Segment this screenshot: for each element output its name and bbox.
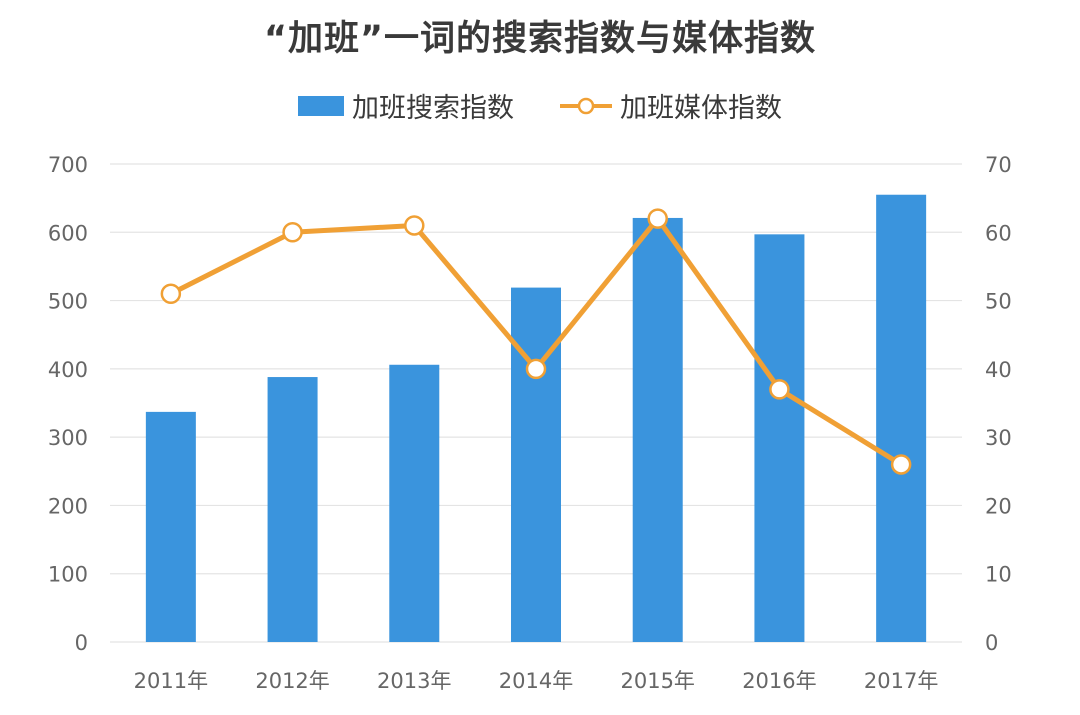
y-right-tick-label: 20 [985, 494, 1012, 518]
y-left-tick-label: 700 [48, 153, 88, 177]
line-point [769, 379, 790, 400]
chart-title: “加班”一词的搜索指数与媒体指数 [263, 19, 816, 59]
x-tick-label: 2011年 [134, 669, 208, 693]
y-right-tick-label: 10 [985, 563, 1012, 587]
y-left-tick-label: 600 [48, 221, 88, 245]
y-left-tick-label: 200 [48, 494, 88, 518]
line-point [647, 208, 668, 229]
bar [754, 234, 805, 642]
y-right-tick-label: 40 [985, 358, 1012, 382]
legend-label-media-index: 加班媒体指数 [620, 93, 782, 124]
y-right-tick-label: 70 [985, 153, 1012, 177]
legend: 加班搜索指数 加班媒体指数 [0, 86, 1080, 125]
x-tick-label: 2013年 [377, 669, 451, 693]
y-left-tick-label: 0 [75, 631, 88, 655]
y-right-tick-label: 50 [985, 290, 1012, 314]
bar [876, 194, 927, 642]
line-point [890, 454, 912, 475]
x-tick-label: 2015年 [620, 669, 694, 693]
y-right-tick-label: 0 [985, 631, 998, 655]
bar [632, 217, 683, 642]
legend-item-media-index: 加班媒体指数 [560, 86, 782, 125]
legend-bar-swatch [298, 95, 344, 116]
y-left-tick-label: 100 [48, 563, 88, 587]
bar [389, 364, 440, 642]
x-tick-label: 2017年 [864, 669, 938, 693]
y-left-tick-label: 300 [48, 426, 88, 450]
line-point [282, 222, 303, 243]
bar [511, 287, 561, 642]
x-tick-label: 2014年 [499, 669, 573, 693]
line-point [525, 358, 547, 380]
bar-series [145, 194, 927, 642]
line-point [160, 283, 182, 304]
bar [145, 411, 196, 642]
bar [267, 377, 318, 642]
y-right-tick-label: 60 [985, 221, 1012, 245]
y-left-tick-label: 500 [48, 290, 88, 314]
x-tick-label: 2016年 [742, 669, 816, 693]
y-left-tick-label: 400 [48, 358, 88, 382]
legend-label-search-index: 加班搜索指数 [352, 93, 514, 124]
y-right-tick-label: 30 [985, 426, 1012, 450]
x-tick-label: 2012年 [255, 669, 329, 693]
legend-item-search-index: 加班搜索指数 [298, 86, 514, 125]
legend-line-swatch [560, 97, 612, 114]
line-point [404, 215, 425, 236]
